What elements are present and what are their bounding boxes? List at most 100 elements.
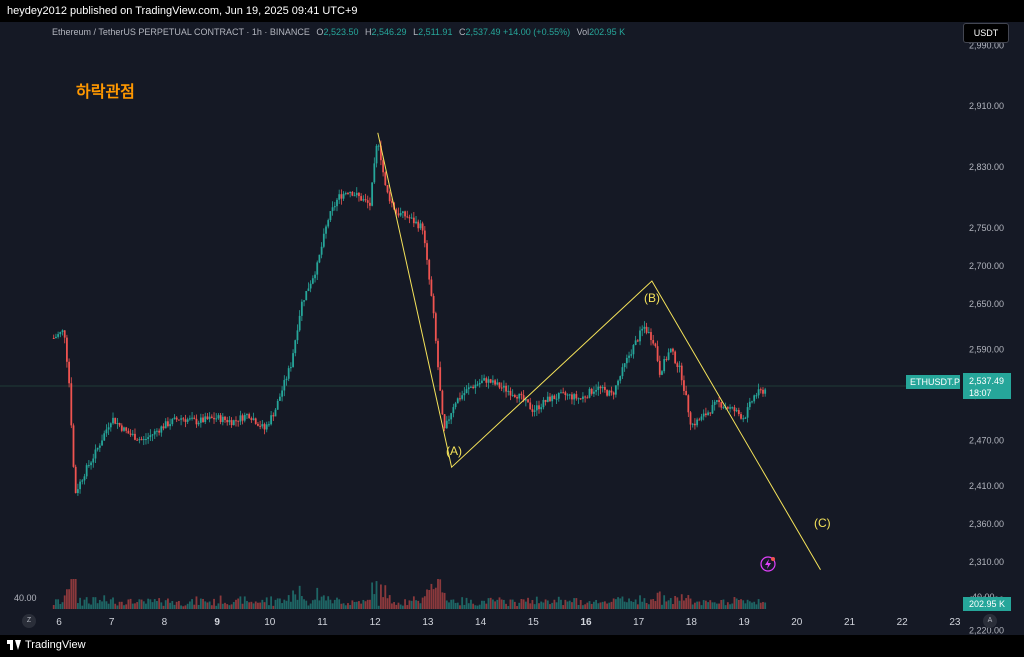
volume-bar xyxy=(742,600,745,609)
volume-bar xyxy=(83,599,86,609)
volume-bar xyxy=(219,595,222,609)
candle-body xyxy=(188,418,191,420)
candle-body xyxy=(445,420,448,429)
candle-body xyxy=(487,379,490,383)
candle-body xyxy=(597,386,600,390)
candle-body xyxy=(650,332,652,341)
candle-body xyxy=(270,415,273,425)
tradingview-brand[interactable]: TradingView xyxy=(7,639,86,651)
candle-body xyxy=(395,209,398,214)
volume-bar xyxy=(81,605,84,609)
volume-bar xyxy=(658,591,661,609)
change-value: +14.00 (+0.55%) xyxy=(503,27,571,37)
volume-bar xyxy=(535,596,538,609)
candle-body xyxy=(259,425,262,427)
candle-body xyxy=(153,431,156,435)
candle-body xyxy=(347,193,349,195)
candle-body xyxy=(740,414,742,419)
auto-scale-badge[interactable]: A xyxy=(983,614,997,628)
volume-bar xyxy=(463,604,466,609)
currency-button[interactable]: USDT xyxy=(963,23,1009,43)
time-tick-label: 18 xyxy=(686,617,698,628)
volume-bar xyxy=(704,600,707,609)
volume-bar xyxy=(711,602,714,609)
candle-body xyxy=(173,417,176,420)
volume-bar xyxy=(309,603,312,609)
candle-body xyxy=(762,389,764,394)
candle-body xyxy=(318,254,321,263)
candle-body xyxy=(500,387,503,389)
candle-body xyxy=(680,365,683,381)
chart-canvas[interactable]: (A) (B) (C) 3,250.003,150.003,070.002,99… xyxy=(0,22,1024,635)
candle-body xyxy=(529,402,532,410)
volume-bar xyxy=(382,597,385,609)
annotation-text[interactable]: 하락관점 xyxy=(76,84,135,101)
candle-body xyxy=(329,211,332,221)
volume-bar xyxy=(423,596,426,609)
volume-bar xyxy=(123,605,125,609)
chart-area[interactable]: (A) (B) (C) 3,250.003,150.003,070.002,99… xyxy=(0,22,1024,635)
volume-bar xyxy=(733,597,736,609)
high-value: 2,546.29 xyxy=(371,27,407,37)
candle-body xyxy=(502,385,505,388)
volume-bar xyxy=(373,594,376,609)
volume-bar xyxy=(338,599,341,609)
candle-body xyxy=(513,395,516,397)
volume-bar xyxy=(364,601,367,609)
volume-bar xyxy=(599,602,602,609)
volume-bar xyxy=(320,596,323,609)
candle-body xyxy=(759,389,762,391)
candle-body xyxy=(470,386,472,388)
volume-bar xyxy=(118,601,121,609)
volume-bar xyxy=(645,602,648,609)
candle-body xyxy=(483,378,486,381)
price-tick-label: 2,310.00 xyxy=(969,557,1004,567)
candle-body xyxy=(105,429,108,434)
candle-body xyxy=(257,423,259,426)
candle-body xyxy=(182,418,185,420)
candle-body xyxy=(505,385,507,392)
candle-body xyxy=(584,396,587,398)
candle-body xyxy=(764,389,767,394)
lightning-icon[interactable] xyxy=(760,556,776,572)
volume-bar xyxy=(678,600,681,609)
candle-body xyxy=(634,340,637,346)
volume-bar xyxy=(186,603,189,609)
candle-body xyxy=(127,430,130,434)
volume-bar xyxy=(55,599,57,609)
volume-bar xyxy=(210,605,213,609)
candle-body xyxy=(237,420,240,422)
volume-bar xyxy=(199,598,202,609)
candle-body xyxy=(303,300,305,302)
candle-body xyxy=(191,417,193,419)
volume-bar xyxy=(344,605,347,609)
candle-body xyxy=(197,422,200,425)
candle-body xyxy=(621,367,624,377)
volume-bar xyxy=(281,603,283,609)
timezone-badge[interactable]: Z xyxy=(22,614,36,628)
candle-body xyxy=(568,394,571,396)
volume-bar xyxy=(318,600,321,609)
candle-body xyxy=(674,351,677,364)
volume-layer xyxy=(52,579,767,609)
candle-body xyxy=(415,221,417,224)
candle-body xyxy=(224,416,226,420)
volume-bar xyxy=(722,599,725,609)
volume-bar xyxy=(619,598,622,609)
time-tick-label: 8 xyxy=(162,617,168,628)
price-tick-label: 2,220.00 xyxy=(969,626,1004,635)
volume-bar xyxy=(654,601,657,609)
volume-bar xyxy=(162,605,165,609)
volume-bar xyxy=(478,604,481,609)
candle-body xyxy=(647,332,650,334)
volume-bar xyxy=(241,603,244,609)
wave-trendline[interactable] xyxy=(377,132,821,571)
volume-bar xyxy=(467,603,470,609)
volume-left-label: 40.00 xyxy=(14,593,37,603)
price-tick-label: 2,830.00 xyxy=(969,162,1004,172)
wave-label-b: (B) xyxy=(644,291,660,305)
candle-body xyxy=(610,390,613,393)
volume-bar xyxy=(445,600,448,609)
candle-body xyxy=(702,413,705,417)
volume-bar xyxy=(386,598,389,609)
